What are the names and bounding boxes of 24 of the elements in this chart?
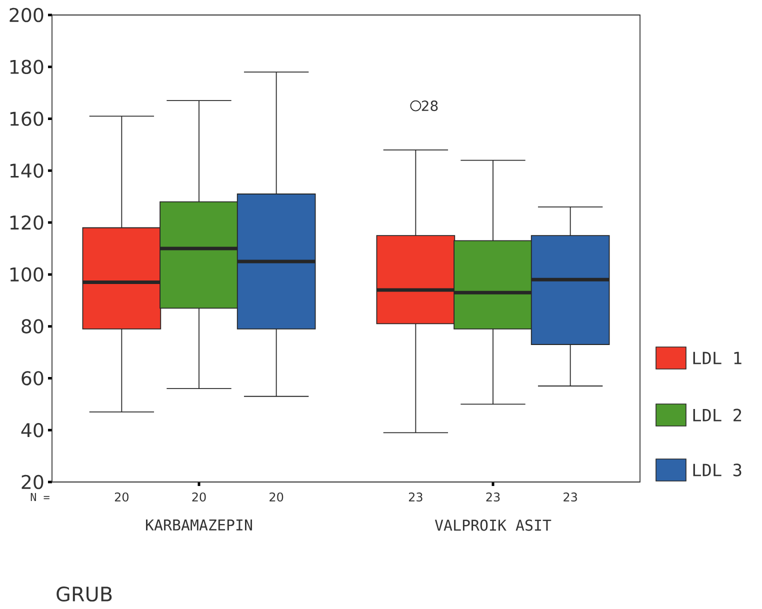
- y-tick-label: 20: [22, 474, 44, 490]
- y-tick-label: 200: [10, 8, 44, 22]
- legend-label: LDL 1: [693, 352, 742, 364]
- legend-label: LDL 2: [693, 408, 742, 422]
- y-tick-label: 100: [10, 267, 44, 282]
- y-tick-label: 180: [10, 60, 44, 74]
- text: 23: [564, 492, 577, 502]
- y-tick-label: 120: [10, 215, 44, 230]
- legend-label: LDL 3: [693, 464, 742, 476]
- y-tick-label: 80: [22, 319, 44, 334]
- y-tick-label: 140: [10, 164, 44, 178]
- text: 20: [114, 492, 128, 502]
- text: 23: [408, 492, 422, 502]
- text: 23: [486, 492, 500, 502]
- annotation: 28: [422, 100, 438, 112]
- x-axis-title: GRUB: [56, 586, 112, 602]
- text: 20: [192, 492, 206, 502]
- x-tick-label: VALPROIK ASIT: [434, 520, 552, 531]
- text: N =: [30, 493, 50, 501]
- x-tick-label: KARBAMAZEPIN: [146, 520, 252, 530]
- text: 20: [270, 492, 284, 502]
- y-tick-label: 160: [10, 112, 44, 126]
- y-tick-label: 60: [22, 371, 44, 386]
- y-tick-label: 40: [21, 422, 44, 438]
